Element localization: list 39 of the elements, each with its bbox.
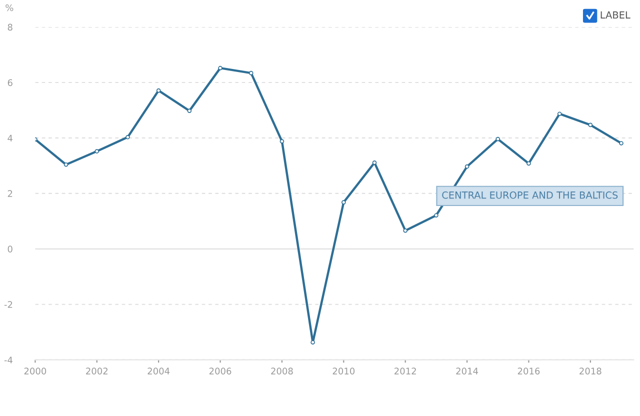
point — [588, 122, 593, 128]
point — [218, 66, 222, 70]
y-tick-label: 6 — [8, 79, 12, 86]
point — [464, 164, 470, 169]
x-tick-label: 2002 — [86, 368, 108, 374]
y-tick-label: 0 — [8, 246, 12, 252]
point — [496, 136, 500, 142]
point — [248, 70, 254, 76]
x-tick-label: 2000 — [24, 368, 46, 374]
point — [372, 160, 377, 165]
x-tick-label: 2006 — [209, 368, 232, 374]
point — [156, 88, 161, 93]
y-tick-label: 8 — [8, 24, 12, 31]
point — [94, 149, 100, 154]
point — [310, 340, 315, 345]
x-tick-label: 2014 — [456, 368, 478, 374]
point — [64, 162, 68, 167]
y-tick-label: -4 — [4, 356, 12, 364]
text: LABEL — [600, 11, 630, 18]
x-tick-label: 2004 — [148, 368, 170, 374]
x-tick-label: 2018 — [580, 368, 602, 374]
point — [403, 228, 408, 233]
y-axis-title: % — [6, 4, 14, 12]
point — [126, 134, 130, 140]
point — [619, 141, 624, 146]
x-tick-label: 2012 — [394, 368, 416, 374]
y-tick-label: 4 — [8, 134, 12, 142]
x-tick-label: 2008 — [271, 368, 293, 374]
point — [526, 161, 531, 166]
x-tick-label: 2010 — [332, 368, 355, 374]
point — [280, 139, 284, 144]
point — [342, 200, 346, 204]
series-label: CENTRAL EUROPE AND THE BALTICS — [442, 191, 618, 199]
x-tick-label: 2016 — [518, 368, 540, 374]
y-tick-label: -2 — [4, 301, 12, 308]
point — [557, 112, 562, 116]
point — [434, 213, 438, 218]
point — [187, 108, 192, 113]
y-tick-label: 2 — [8, 190, 12, 197]
